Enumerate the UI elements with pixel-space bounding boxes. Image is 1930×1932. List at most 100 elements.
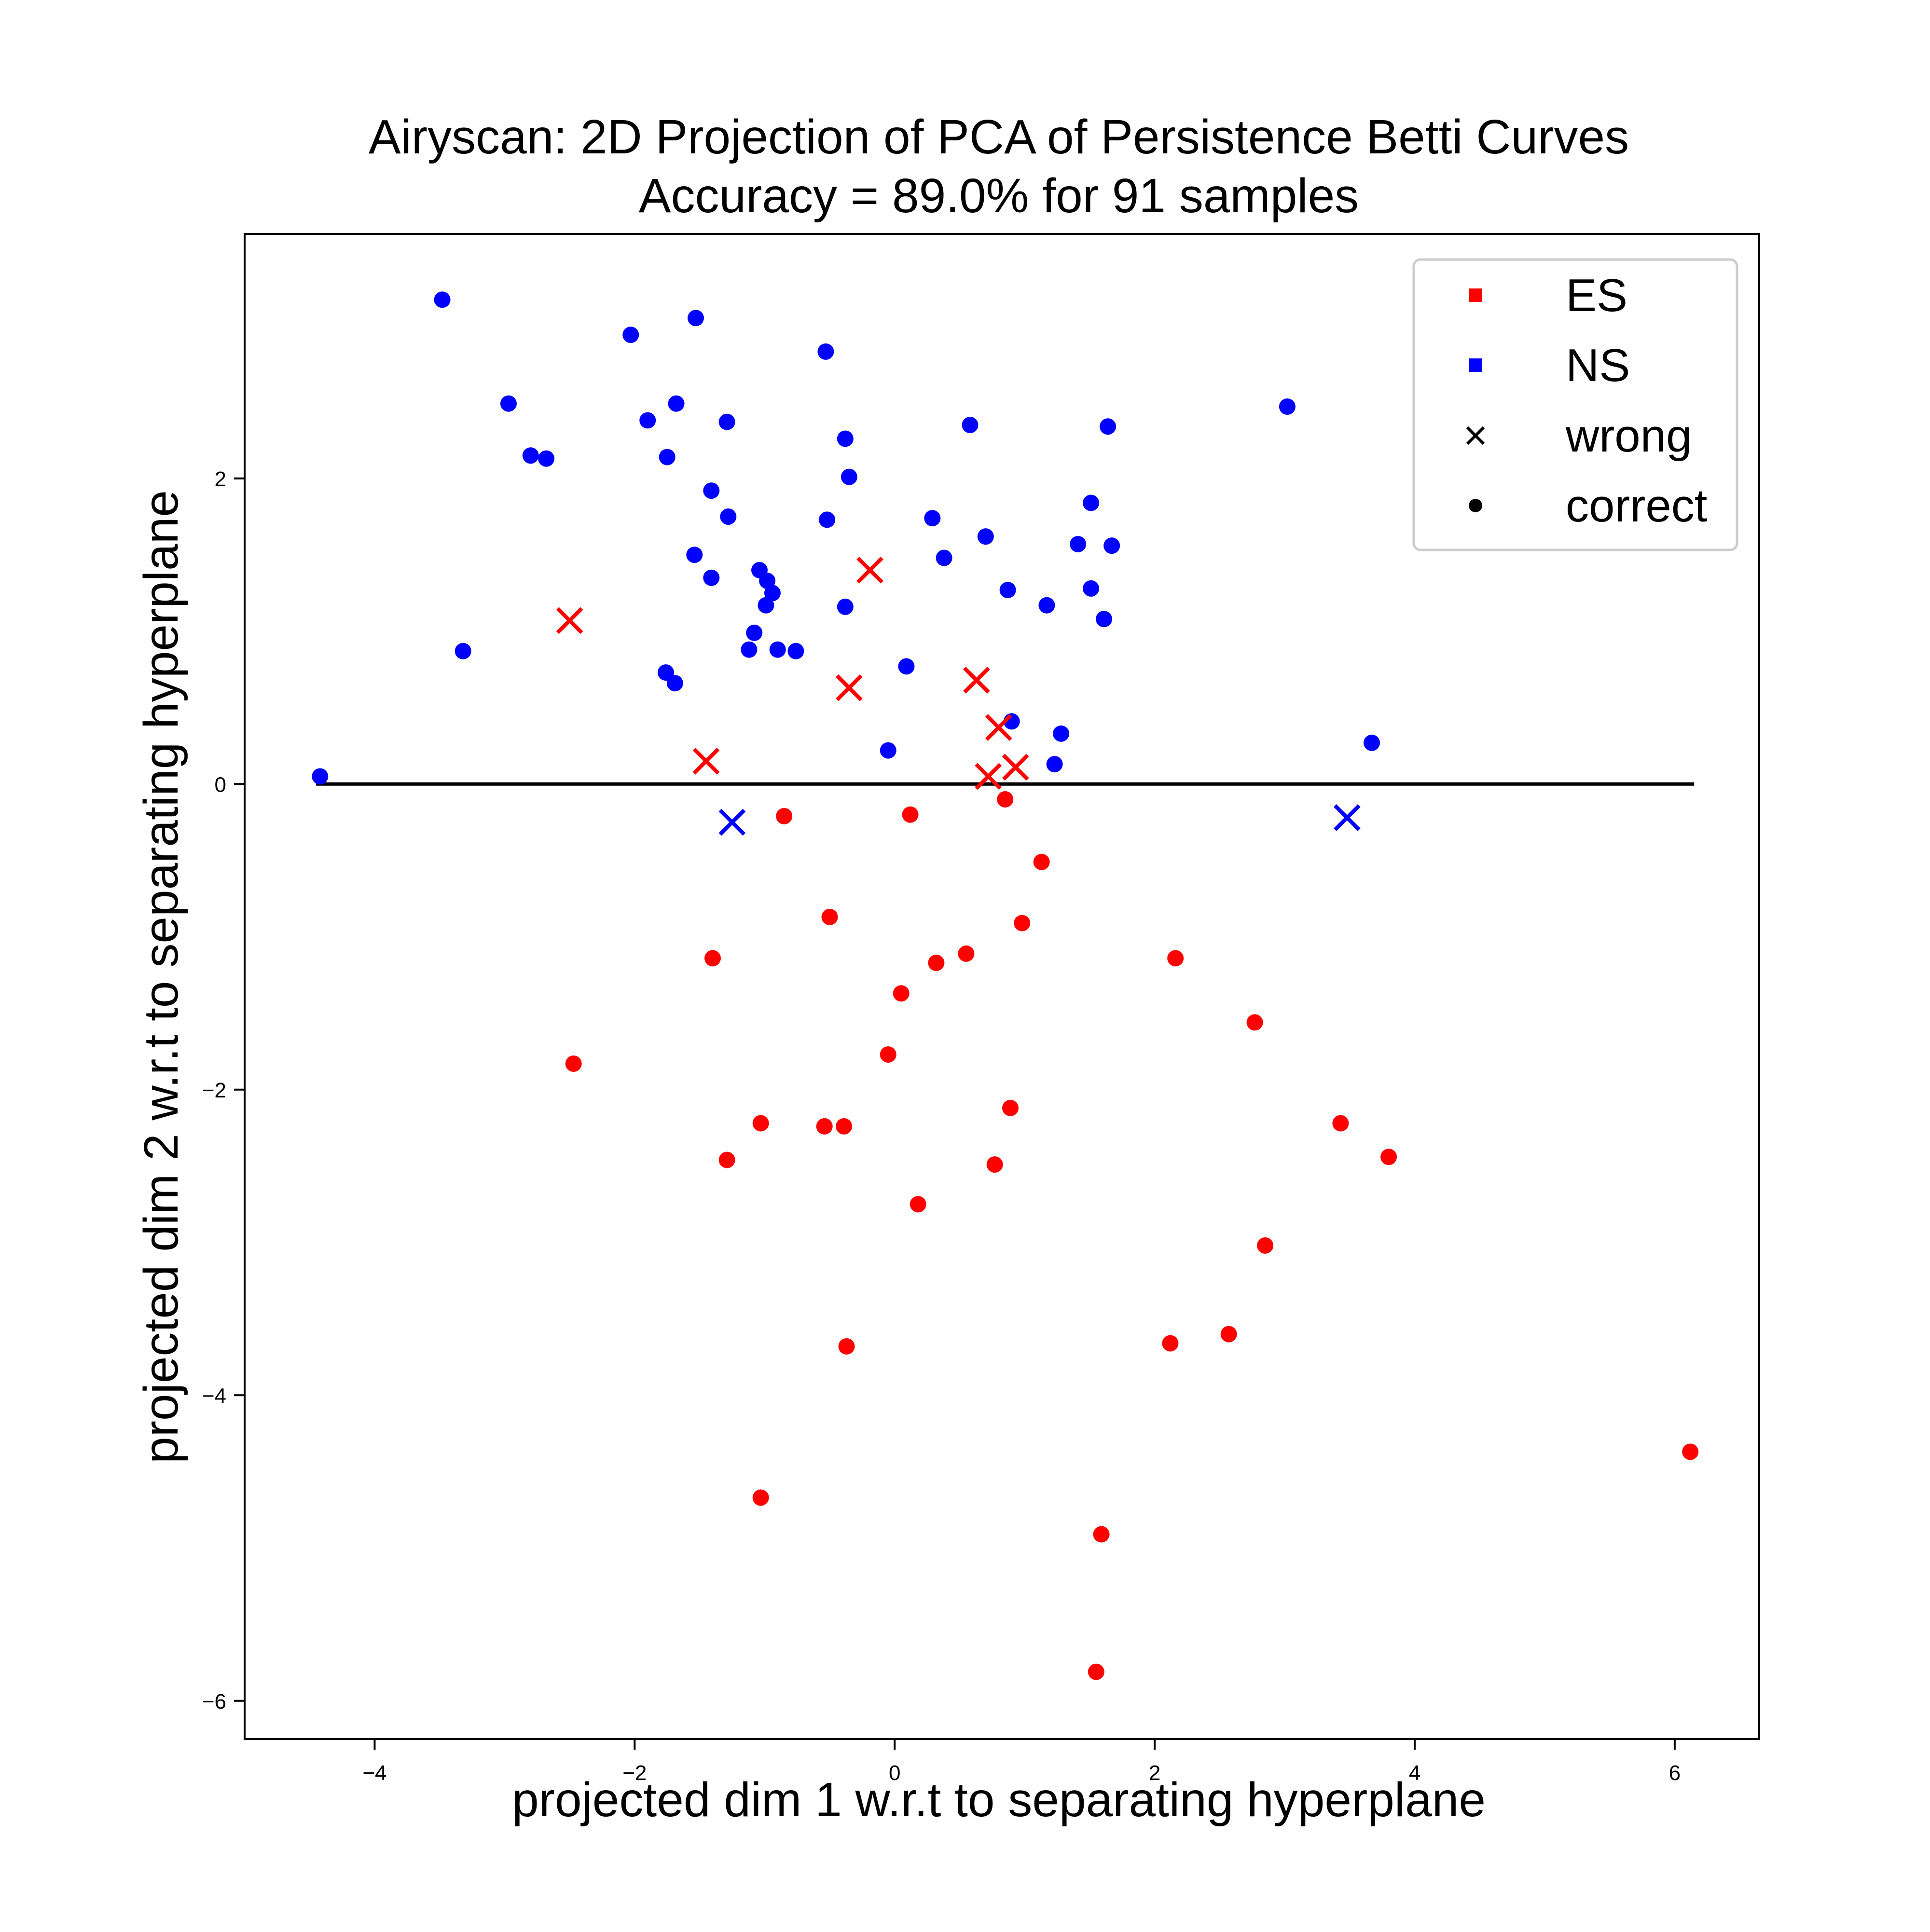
data-point-correct-ns [1096,611,1113,628]
data-point-correct-es [1088,1663,1104,1680]
data-point-correct-ns [999,582,1016,599]
legend-marker-wrong [1466,426,1485,445]
data-point-correct-es [1033,853,1050,870]
plot-area: −4 −2 0 2 4 6 −6 −4 −2 0 2 [202,233,1760,1785]
y-tick-label: −2 [202,1079,226,1102]
data-point-correct-ns [703,569,720,586]
data-point-correct-ns [962,416,979,433]
data-point-correct-ns [837,598,854,615]
data-point-correct-ns [787,643,804,659]
x-tick-label: 0 [889,1761,900,1785]
legend-items: ES NS wrong correct [1466,270,1707,532]
data-point-correct-ns [718,413,735,430]
data-point-correct-ns [1083,494,1100,511]
data-point-correct-ns [659,449,676,466]
data-point-correct-ns [657,664,674,681]
data-point-correct-ns [746,624,763,641]
data-point-correct-ns [720,508,737,525]
data-point-correct-ns [741,641,758,658]
legend-label-correct: correct [1566,480,1707,532]
data-point-correct-es [1332,1115,1349,1132]
data-point-correct-ns [764,585,781,602]
data-point-correct-ns [522,447,539,464]
data-point-correct-es [1002,1099,1019,1116]
data-point-correct-ns [837,430,854,447]
data-point-correct-ns [1070,536,1087,553]
data-point-correct-ns [1046,756,1063,773]
data-point-correct-es [704,950,721,967]
data-point-correct-es [902,806,919,823]
chart-title: Airyscan: 2D Projection of PCA of Persis… [369,110,1629,164]
data-point-wrong-ns [1334,804,1361,831]
data-point-correct-ns [1038,597,1055,614]
data-point-correct-es [1093,1526,1110,1543]
data-point-correct-es [752,1115,769,1132]
y-axis-label: projected dim 2 w.r.t to separating hype… [134,490,188,1464]
data-point-correct-es [836,1118,853,1135]
data-point-correct-ns [312,768,329,785]
data-point-correct-ns [936,549,952,566]
data-point-correct-ns [758,597,774,614]
x-tick-label: −4 [362,1761,386,1785]
chart-subtitle: Accuracy = 89.0% for 91 samples [639,169,1359,223]
data-point-wrong-ns [718,808,746,836]
data-point-correct-es [958,945,975,962]
data-point-correct-es [752,1489,769,1506]
y-tick-label: −4 [202,1384,226,1408]
data-point-correct-ns [1053,725,1070,742]
data-point-wrong-es [692,747,720,775]
data-point-correct-ns [1364,734,1380,751]
data-point-correct-ns [898,658,915,675]
data-point-correct-es [1257,1237,1274,1254]
data-point-correct-es [1220,1326,1237,1343]
data-point-wrong-es [975,763,1002,790]
data-point-correct-ns [434,291,451,308]
plot-frame [244,233,1760,1740]
data-point-correct-es [718,1151,735,1168]
data-point-correct-ns [924,510,941,527]
data-point-correct-es [1167,950,1184,967]
data-point-correct-es [910,1196,926,1213]
x-tick-label: 4 [1409,1761,1420,1785]
data-point-correct-es [997,791,1014,808]
data-point-correct-es [928,954,945,971]
data-point-wrong-es [836,674,863,701]
data-point-correct-ns [817,343,834,360]
legend: ES NS wrong correct [1412,258,1738,551]
data-point-correct-ns [455,643,471,659]
data-point-correct-ns [977,528,994,545]
data-point-correct-ns [538,450,555,467]
data-point-correct-es [838,1338,855,1355]
data-point-correct-es [1246,1014,1263,1031]
y-tick-label: 2 [215,467,226,491]
data-point-correct-es [1380,1149,1397,1165]
data-point-correct-ns [622,327,639,343]
data-point-correct-ns [1103,537,1120,554]
legend-box [1412,258,1738,551]
data-point-correct-ns [1279,398,1296,415]
data-point-correct-es [893,985,910,1002]
data-point-correct-ns [703,482,720,499]
data-point-wrong-es [1002,754,1029,781]
data-point-correct-es [776,808,793,824]
data-point-correct-ns [668,395,685,412]
data-point-correct-ns [819,511,836,528]
data-point-wrong-es [556,607,583,634]
data-point-correct-ns [686,547,703,563]
y-tick-label: −6 [202,1690,226,1713]
data-point-wrong-es [963,667,990,694]
legend-marker-es [1469,288,1482,302]
data-point-correct-es [821,908,838,925]
data-point-correct-ns [769,641,786,658]
legend-label-es: ES [1566,270,1627,321]
data-point-correct-es [880,1046,896,1063]
data-point-wrong-es [856,557,883,584]
legend-marker-ns [1469,358,1482,372]
y-tick-label: 0 [215,773,226,796]
data-point-correct-es [1682,1443,1699,1460]
data-point-correct-ns [1100,418,1117,435]
data-point-correct-ns [687,310,704,327]
data-point-correct-ns [880,742,896,759]
